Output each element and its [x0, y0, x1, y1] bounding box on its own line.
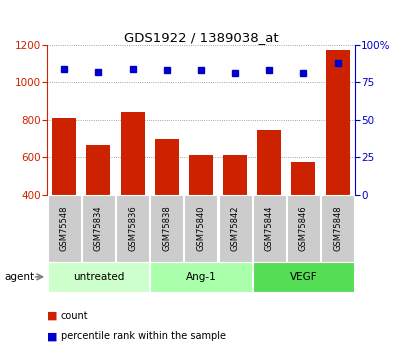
Bar	[86, 145, 110, 270]
Bar	[155, 139, 178, 270]
Bar	[291, 161, 315, 270]
Text: Ang-1: Ang-1	[185, 272, 216, 282]
Bar	[189, 155, 212, 270]
Text: agent: agent	[4, 272, 34, 282]
Text: VEGF: VEGF	[289, 272, 317, 282]
Text: GSM75848: GSM75848	[332, 206, 341, 252]
Text: GSM75548: GSM75548	[60, 206, 69, 251]
Text: untreated: untreated	[72, 272, 124, 282]
Text: ■: ■	[47, 332, 58, 341]
Text: GSM75834: GSM75834	[94, 206, 103, 252]
Text: GSM75844: GSM75844	[264, 206, 273, 251]
Text: percentile rank within the sample: percentile rank within the sample	[61, 332, 225, 341]
Text: count: count	[61, 311, 88, 321]
Bar	[257, 130, 281, 270]
Text: GSM75842: GSM75842	[230, 206, 239, 251]
Text: GSM75836: GSM75836	[128, 206, 137, 252]
Bar	[52, 118, 76, 270]
Text: GSM75838: GSM75838	[162, 206, 171, 252]
Text: GSM75846: GSM75846	[298, 206, 307, 252]
Text: GSM75840: GSM75840	[196, 206, 205, 251]
Bar	[120, 112, 144, 270]
Bar	[325, 50, 348, 270]
Title: GDS1922 / 1389038_at: GDS1922 / 1389038_at	[123, 31, 278, 44]
Bar	[222, 155, 246, 270]
Text: ■: ■	[47, 311, 58, 321]
